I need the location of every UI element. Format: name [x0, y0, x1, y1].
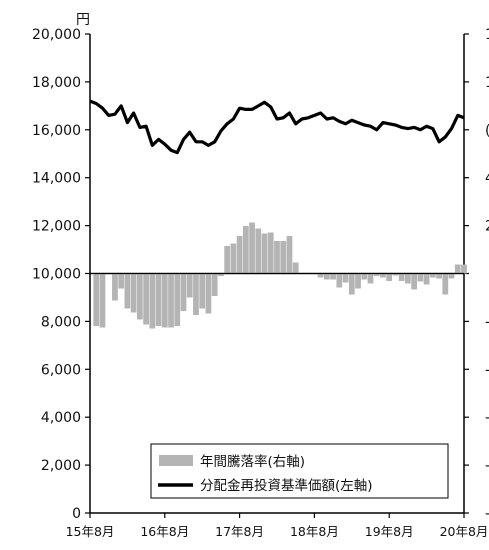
right-tick-label: - [485, 362, 489, 378]
bar [336, 273, 343, 288]
x-tick-label: 19年8月 [365, 524, 414, 539]
bar [136, 273, 143, 320]
bar [411, 273, 418, 290]
bar [448, 273, 455, 279]
left-tick-label: 12,000 [32, 219, 81, 235]
bar [405, 273, 411, 284]
bar [423, 273, 430, 285]
x-tick-label: 18年8月 [290, 524, 339, 539]
x-tick-label: 15年8月 [66, 524, 115, 539]
bar [342, 273, 349, 283]
bar [417, 273, 424, 282]
x-tick-label: 17年8月 [215, 524, 264, 539]
left-tick-label: 6,000 [41, 362, 81, 378]
left-tick-label: 2,000 [41, 458, 81, 474]
right-tick-label: - [485, 410, 489, 426]
left-tick-label: 18,000 [32, 75, 81, 91]
legend-label-bars: 年間騰落率(右軸) [200, 453, 305, 470]
right-tick-label: 1 [485, 27, 489, 43]
bar [205, 273, 212, 314]
left-tick-label: 8,000 [41, 314, 81, 330]
right-tick-label: - [485, 458, 489, 474]
bar [367, 273, 374, 284]
bar [174, 273, 181, 326]
right-tick-label: - [485, 506, 489, 522]
line-layer [89, 99, 465, 155]
bar [398, 273, 405, 281]
left-tick-label: 14,000 [32, 171, 81, 187]
bar [236, 236, 243, 274]
bar [355, 273, 361, 289]
bar [249, 222, 255, 274]
legend: 年間騰落率(右軸) 分配金再投資基準価額(左軸) [150, 443, 449, 499]
right-tick-label: ( [485, 123, 489, 139]
bars-layer [90, 222, 467, 329]
bar [242, 226, 249, 274]
axes-layer: 0 2,000 4,000 6,000 8,000 10,000 12,000 14,000 1… [32, 12, 489, 539]
left-tick-label: 10,000 [32, 267, 81, 283]
left-tick-label: 16,000 [32, 123, 81, 139]
bar [261, 233, 268, 274]
bar [267, 232, 274, 274]
bar [323, 273, 330, 280]
left-tick-label: 20,000 [32, 27, 81, 43]
bar [442, 273, 449, 295]
bar [230, 243, 237, 274]
bar [280, 241, 287, 274]
legend-box [150, 443, 449, 499]
legend-label-line: 分配金再投資基準価額(左軸) [200, 477, 373, 494]
bar [436, 273, 442, 279]
bar [286, 236, 293, 274]
bar [161, 273, 168, 328]
bar [155, 273, 162, 326]
legend-bar-swatch [159, 455, 193, 466]
bar [211, 273, 218, 296]
bar [274, 241, 280, 274]
bar [255, 228, 262, 274]
x-tick-label: 16年8月 [140, 524, 189, 539]
bar [429, 273, 436, 278]
bar [118, 273, 125, 289]
nav-line [89, 99, 465, 155]
x-tick-label: 20年8月 [440, 524, 489, 539]
bar [199, 273, 206, 309]
bar [348, 273, 355, 295]
bar [454, 264, 461, 274]
bar [193, 273, 199, 315]
bar [93, 273, 100, 326]
bar [168, 273, 174, 328]
bar [130, 273, 137, 313]
bar [317, 273, 324, 278]
bar [330, 273, 336, 280]
bar [461, 264, 467, 274]
bar [112, 273, 118, 301]
bar [143, 273, 149, 325]
right-tick-label: - [485, 314, 489, 330]
bar [373, 273, 380, 276]
bar [361, 273, 368, 280]
bar [124, 273, 131, 309]
bar [186, 273, 193, 298]
bar [224, 246, 231, 274]
bar [218, 273, 224, 276]
bar [99, 273, 106, 328]
bar [386, 273, 393, 281]
bar [380, 273, 386, 278]
bar [180, 273, 187, 311]
bar [149, 273, 156, 329]
right-tick-label: 2 [485, 219, 489, 235]
left-tick-label: 0 [72, 506, 81, 522]
right-tick-label: 4 [485, 171, 489, 187]
left-tick-label: 4,000 [41, 410, 81, 426]
left-axis-unit: 円 [76, 12, 90, 28]
bar [292, 262, 299, 274]
right-tick-label: 1 [485, 75, 489, 91]
bar [392, 273, 399, 276]
